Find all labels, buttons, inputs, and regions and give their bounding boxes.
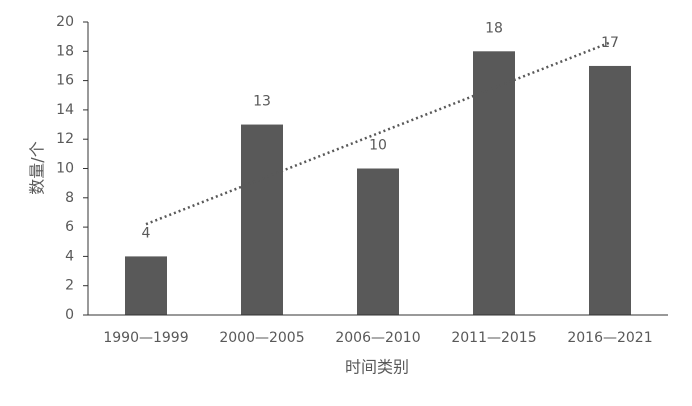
x-axis-label: 时间类别	[345, 358, 409, 377]
y-tick-label: 4	[65, 248, 74, 264]
y-tick-label: 2	[65, 278, 74, 294]
data-label: 4	[142, 225, 151, 241]
y-tick-label: 20	[56, 14, 74, 30]
bar	[589, 65, 631, 315]
x-tick-label: 2016—2021	[567, 330, 652, 346]
y-axis-label: 数量/个	[28, 141, 47, 194]
y-tick-label: 18	[56, 43, 74, 59]
data-label: 10	[369, 138, 387, 154]
bar	[473, 51, 515, 316]
data-label: 18	[485, 20, 503, 36]
data-label: 17	[601, 35, 619, 51]
bar	[241, 124, 283, 315]
x-tick-label: 1990—1999	[103, 330, 188, 346]
x-tick-label: 2011—2015	[451, 330, 536, 346]
y-tick-label: 10	[56, 161, 74, 177]
bar	[125, 256, 167, 315]
y-tick-label: 14	[56, 102, 74, 118]
bar	[357, 168, 399, 315]
data-label: 13	[253, 94, 271, 110]
x-tick-label: 2006—2010	[335, 330, 420, 346]
y-tick-label: 6	[65, 219, 74, 235]
trendline	[145, 41, 611, 226]
x-tick-label: 2000—2005	[219, 330, 304, 346]
y-tick-label: 0	[65, 307, 74, 323]
y-tick-label: 12	[56, 131, 74, 147]
y-tick-label: 8	[65, 190, 74, 206]
y-tick-label: 16	[56, 73, 74, 89]
